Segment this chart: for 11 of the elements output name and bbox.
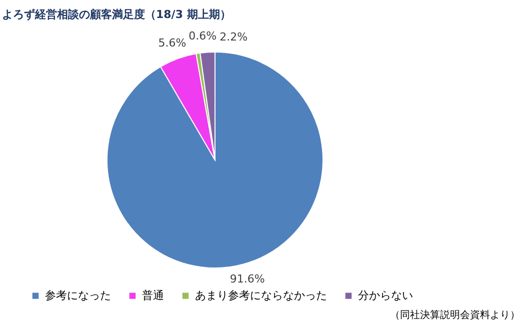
- data-label: 2.2%: [220, 30, 248, 44]
- data-label: 91.6%: [230, 272, 265, 286]
- pie-slice: [106, 52, 324, 268]
- data-label: 5.6%: [158, 36, 186, 50]
- text: （同社決算説明会資料より）: [390, 309, 520, 321]
- legend-label: 分からない: [358, 288, 413, 302]
- legend-label: 普通: [142, 288, 164, 302]
- legend-label: あまり参考にならなかった: [195, 288, 327, 302]
- data-label: 0.6%: [188, 30, 217, 43]
- chart-title: よろず経営相談の顧客満足度（18/3 期上期）: [2, 8, 231, 21]
- legend-label: 参考になった: [45, 288, 111, 302]
